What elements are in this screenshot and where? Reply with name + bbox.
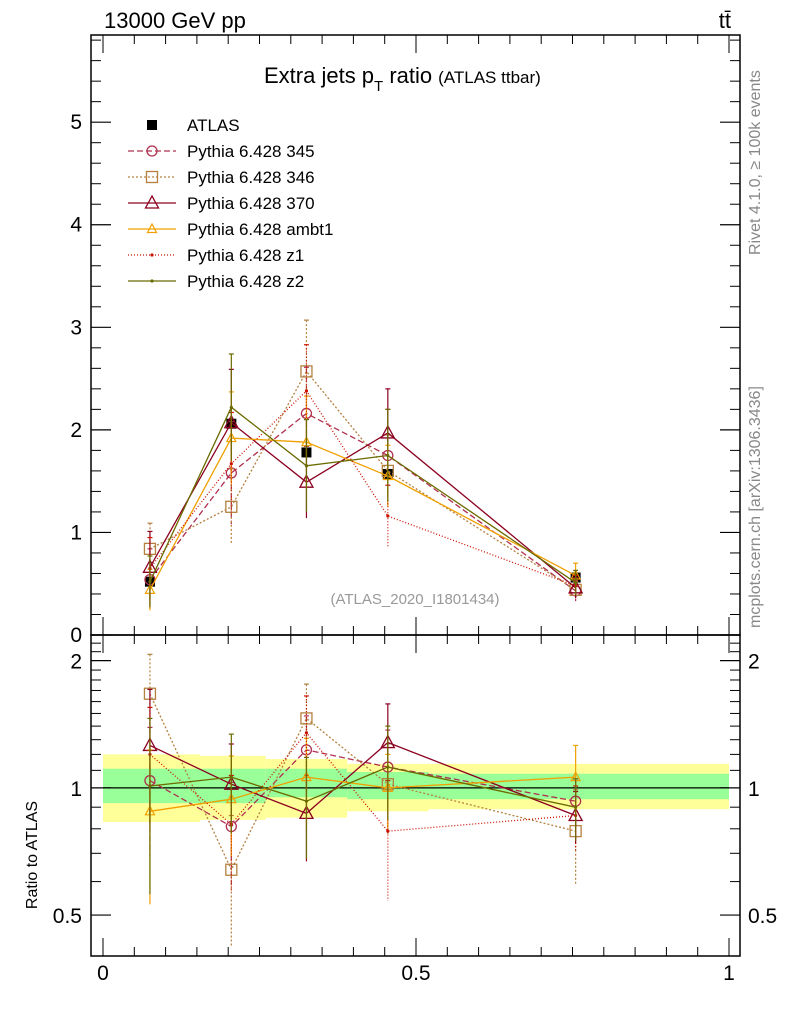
main-series-6: [147, 353, 579, 608]
ratio-data-point: [574, 805, 578, 809]
main-data-point: [574, 581, 578, 585]
ratio-ytick-label: 1: [70, 778, 82, 801]
legend-label: Pythia 6.428 345: [187, 142, 315, 161]
main-ytick-label: 5: [70, 111, 82, 134]
legend-marker: [147, 120, 157, 130]
main-ytick-label: 0: [70, 624, 82, 647]
ratio-xtick-label: 1: [723, 962, 735, 985]
ratio-xtick-label: 0.5: [401, 962, 430, 985]
ratio-ylabel: Ratio to ATLAS: [24, 801, 41, 909]
legend-marker: [150, 253, 154, 257]
ratio-data-point: [304, 731, 309, 735]
main-ytick-label: 2: [70, 419, 82, 442]
main-series-line: [149, 412, 577, 592]
legend-label: Pythia 6.428 z1: [187, 246, 304, 265]
legend: ATLAS Pythia 6.428 345 Pythia 6.428 346 Pyt…: [128, 116, 333, 291]
legend-label: Pythia 6.428 370: [187, 194, 315, 213]
ratio-data-point: [229, 775, 233, 779]
legend-label: Pythia 6.428 z2: [187, 272, 304, 291]
main-ytick-label: 3: [70, 316, 82, 339]
ratio-series-line: [149, 693, 576, 872]
main-series-5: [147, 344, 579, 600]
process-label: tt̄: [719, 8, 731, 33]
main-series-0: [144, 418, 581, 587]
ratio-ytick-label-right: 2: [748, 651, 760, 674]
main-ytick-label: 1: [70, 521, 82, 544]
main-series-1: [144, 366, 582, 611]
ratio-data-point: [386, 829, 390, 833]
ratio-ytick-label-right: 0.5: [748, 905, 777, 928]
legend-label: Pythia 6.428 ambt1: [187, 220, 333, 239]
legend-label: ATLAS: [187, 116, 240, 135]
legend-entry: Pythia 6.428 z2: [128, 272, 304, 291]
main-series-line: [149, 421, 577, 589]
legend-entry: Pythia 6.428 345: [128, 142, 315, 161]
analysis-watermark: (ATLAS_2020_I1801434): [330, 591, 499, 608]
main-series-3: [142, 368, 584, 604]
legend-marker: [145, 170, 159, 184]
chart-title: Extra jets pT ratio (ATLAS ttbar): [264, 63, 541, 95]
main-data-point: [386, 514, 390, 518]
legend-marker: [146, 145, 158, 157]
main-series-line: [149, 406, 576, 584]
legend-entry: Pythia 6.428 346: [128, 168, 315, 187]
main-series-4: [144, 391, 582, 611]
main-data-point: [148, 580, 152, 584]
main-ytick-label: 4: [70, 214, 82, 237]
rivet-version-label: Rivet 4.1.0, ≥ 100k events: [747, 70, 764, 255]
ratio-panel: 0.5 0.5 1 1 2 2 0 0.5 1 Ratio to ATLAS: [24, 634, 777, 985]
ratio-ytick-label-right: 1: [748, 778, 760, 801]
main-data-point: [229, 405, 233, 409]
ratio-data-point: [304, 799, 309, 803]
legend-entry: Pythia 6.428 370: [128, 194, 315, 213]
ratio-xtick-label: 0: [97, 962, 109, 985]
mcplots-label: mcplots.cern.ch [arXiv:1306.3436]: [747, 386, 764, 628]
main-series-line: [149, 437, 576, 591]
legend-marker: [146, 222, 158, 234]
main-data-point: [229, 462, 233, 466]
legend-label: Pythia 6.428 346: [187, 168, 315, 187]
main-data-point: [386, 453, 390, 458]
legend-entry: Pythia 6.428 z1: [128, 246, 304, 265]
ratio-ytick-label: 0.5: [53, 905, 82, 928]
main-data-point: [304, 389, 309, 393]
main-data-point: [304, 464, 309, 468]
main-series-line: [149, 389, 576, 587]
legend-entry: ATLAS: [147, 116, 240, 135]
main-series-line: [149, 370, 576, 591]
legend-marker: [150, 279, 154, 283]
legend-marker: [144, 194, 160, 209]
ratio-data-point: [148, 784, 152, 788]
ratio-series-5: [147, 717, 579, 895]
legend-entry: Pythia 6.428 ambt1: [128, 220, 333, 239]
ratio-data-point: [386, 765, 390, 769]
ratio-ytick-label: 2: [70, 651, 82, 674]
energy-label: 13000 GeV pp: [104, 8, 246, 33]
